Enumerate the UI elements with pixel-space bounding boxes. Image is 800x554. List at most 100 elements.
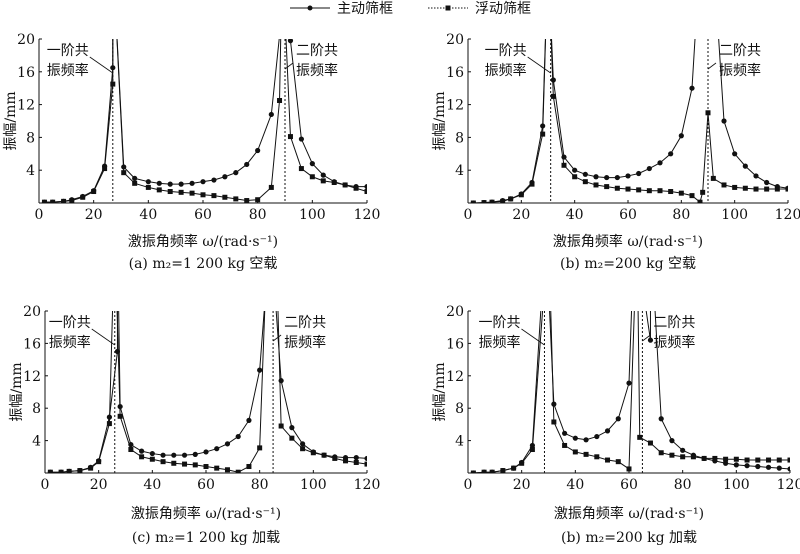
data-point: [572, 174, 578, 180]
x-tick-label: 120: [775, 207, 800, 223]
y-tick-label: 16: [17, 65, 35, 81]
y-tick-label: 12: [446, 369, 464, 385]
panel-2: 0 20 40 60 80 100 120 4 8 12 16 20 激振角频率 ω/(rad·s⁻¹)…: [9, 304, 381, 546]
data-point: [489, 469, 495, 473]
data-point: [145, 179, 151, 185]
data-point: [255, 147, 261, 154]
panel-caption: (b) m₂=200 kg 空载: [560, 256, 696, 272]
annotation-line1: 二阶共: [296, 43, 338, 59]
data-point: [723, 460, 729, 466]
series-line: [44, 39, 367, 203]
data-point: [69, 198, 75, 203]
legend-marker-main: [307, 5, 313, 11]
series-line: [473, 39, 788, 203]
data-point: [132, 180, 138, 186]
y-axis-label: 振幅/mm: [432, 91, 448, 150]
data-point: [309, 174, 315, 180]
data-point: [364, 461, 367, 467]
data-point: [657, 188, 663, 194]
data-point: [278, 423, 284, 429]
data-point: [561, 162, 567, 168]
series-line: [44, 39, 367, 203]
data-point: [167, 181, 173, 187]
data-point: [160, 452, 166, 458]
data-point: [110, 81, 116, 87]
data-point: [235, 433, 241, 440]
annotation-line2: 振频率: [284, 334, 326, 351]
x-tick-label: 120: [354, 477, 381, 493]
annotation-leader: [91, 328, 115, 346]
data-point: [572, 449, 578, 455]
data-point: [343, 458, 349, 464]
data-point: [353, 185, 359, 191]
x-tick-label: 80: [674, 477, 692, 493]
series-1: [470, 39, 788, 203]
data-point: [106, 421, 112, 427]
x-tick-label: 100: [299, 207, 326, 223]
data-point: [189, 190, 195, 196]
data-point: [353, 459, 359, 465]
data-point: [298, 136, 304, 142]
data-point: [211, 193, 217, 199]
data-point: [310, 450, 316, 456]
data-point: [614, 185, 620, 191]
legend-marker-floating: [445, 5, 451, 11]
data-point: [604, 428, 611, 434]
annotation-leader: [272, 334, 282, 342]
data-point: [289, 435, 295, 441]
data-point: [764, 179, 770, 186]
data-point: [776, 457, 782, 463]
data-point: [364, 455, 367, 462]
x-axis-label: 激振角频率 ω/(rad·s⁻¹): [131, 505, 281, 522]
y-tick-label: 12: [17, 98, 35, 114]
x-tick-label: 20: [85, 207, 103, 223]
series-1: [470, 311, 790, 473]
data-point: [58, 469, 64, 473]
data-point: [572, 435, 578, 441]
data-point: [764, 186, 770, 192]
data-point: [583, 451, 589, 457]
data-point: [289, 425, 295, 431]
data-point: [678, 190, 684, 196]
panel-3: 0 20 40 60 80 100 120 4 8 12 16 20 激振角频率 ω/(rad·s⁻¹)…: [432, 304, 800, 546]
y-tick-label: 20: [446, 304, 464, 320]
y-tick-label: 8: [455, 130, 464, 146]
x-tick-label: 100: [300, 477, 327, 493]
data-point: [287, 39, 294, 44]
legend-label-main: 主动筛框: [337, 1, 393, 17]
data-point: [615, 459, 621, 465]
data-point: [551, 419, 557, 425]
data-point: [733, 462, 739, 468]
data-point: [470, 470, 476, 473]
data-point: [481, 200, 487, 203]
annotation-line1: 一阶共: [47, 43, 89, 59]
y-tick-label: 8: [26, 130, 35, 146]
legend-label-floating: 浮动筛框: [475, 1, 531, 17]
data-point: [605, 457, 611, 463]
data-point: [268, 184, 274, 190]
panel-caption: (c) m₂=1 200 kg 加载: [132, 530, 280, 546]
data-point: [353, 455, 359, 461]
data-point: [582, 171, 588, 177]
x-tick-label: 60: [194, 207, 212, 223]
data-point: [182, 461, 188, 467]
data-point: [697, 199, 703, 203]
data-point: [41, 199, 47, 203]
data-point: [244, 161, 250, 168]
data-point: [244, 198, 250, 203]
data-point: [689, 85, 695, 91]
data-point: [132, 175, 138, 181]
annotation-line2: 振频率: [478, 334, 520, 351]
data-point: [785, 186, 788, 192]
data-point: [255, 197, 261, 203]
data-point: [700, 189, 706, 195]
data-point: [562, 430, 568, 436]
data-point: [300, 441, 306, 447]
y-tick-label: 4: [455, 434, 464, 450]
data-point: [742, 185, 748, 191]
data-point: [331, 180, 337, 185]
data-point: [233, 170, 239, 176]
data-point: [593, 182, 599, 188]
data-point: [222, 194, 228, 200]
y-axis-label: 振幅/mm: [9, 362, 25, 421]
